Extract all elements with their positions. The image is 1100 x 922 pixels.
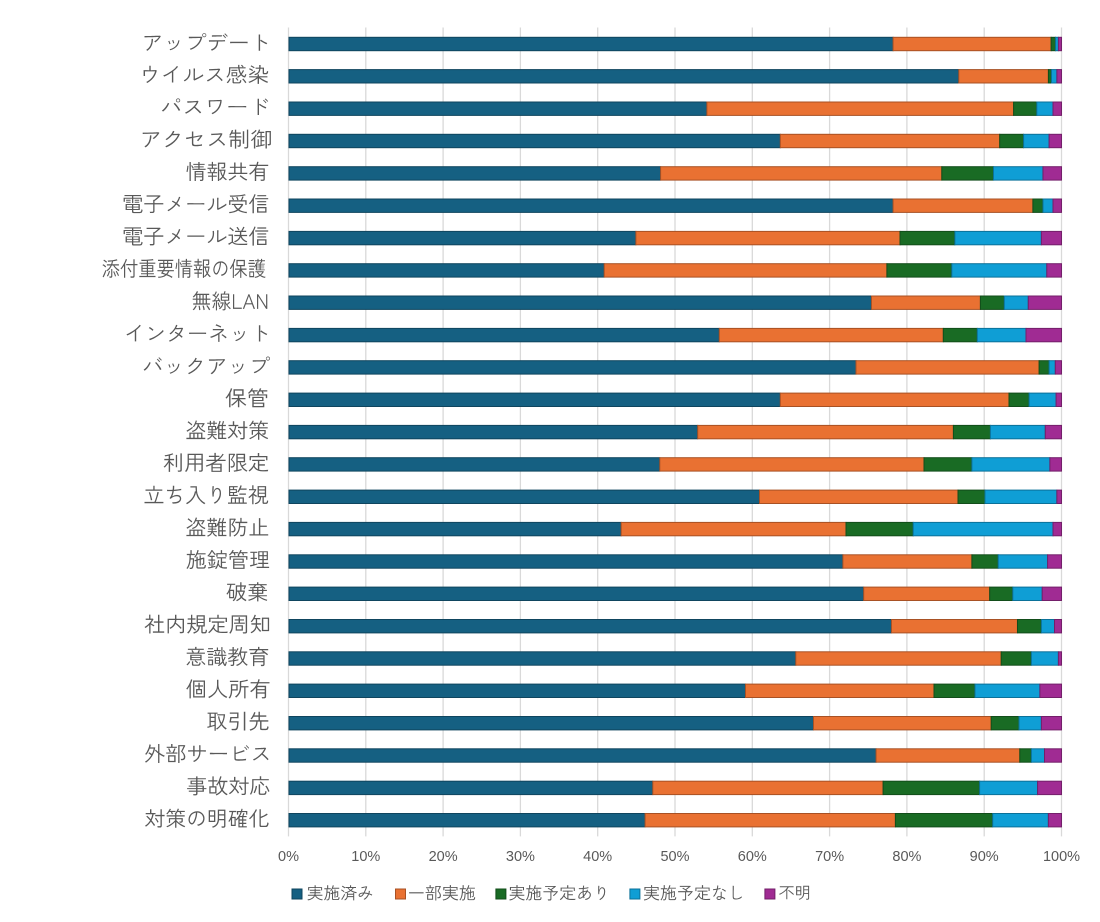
svg-text:0%: 0% [278,849,299,865]
svg-text:10%: 10% [351,849,380,865]
svg-text:30%: 30% [506,849,535,865]
svg-text:60%: 60% [738,849,767,865]
svg-text:20%: 20% [429,849,458,865]
svg-text:90%: 90% [970,849,999,865]
svg-text:70%: 70% [815,849,844,865]
svg-text:40%: 40% [583,849,612,865]
svg-text:80%: 80% [892,849,921,865]
svg-text:50%: 50% [660,849,689,865]
svg-text:100%: 100% [1043,849,1080,865]
